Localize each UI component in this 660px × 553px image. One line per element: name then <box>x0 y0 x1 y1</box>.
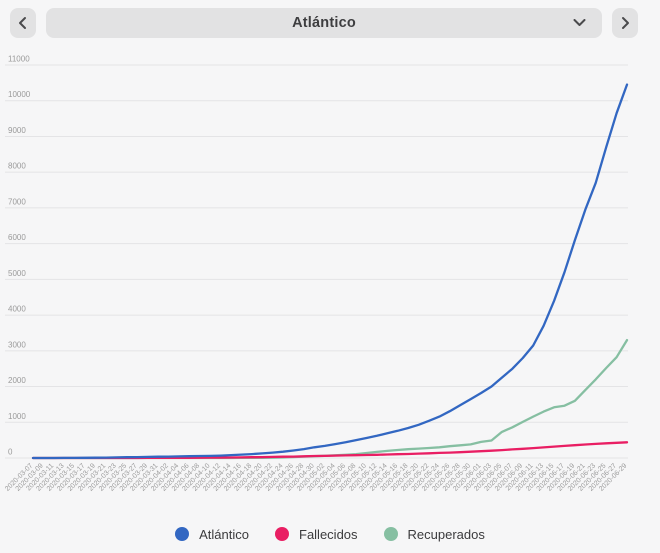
covid-line-chart: 0 1000 2000 3000 4000 5000 6000 7000 8000 9000 100… <box>4 55 629 493</box>
chevron-left-icon <box>19 17 26 29</box>
y-tick-label: 9000 <box>8 126 26 135</box>
y-tick-label: 10000 <box>8 90 31 99</box>
legend-label: Recuperados <box>407 526 485 542</box>
series-line-atlántico <box>31 83 629 460</box>
legend-dot <box>175 527 190 541</box>
y-tick-label: 7000 <box>8 197 26 206</box>
legend-item-recuperados[interactable]: Recuperados <box>383 526 485 542</box>
chevron-right-icon <box>622 17 629 29</box>
y-tick-label: 5000 <box>8 269 26 278</box>
legend-label: Atlántico <box>199 526 249 542</box>
chevron-down-icon <box>573 19 586 26</box>
legend-label: Fallecidos <box>299 526 358 542</box>
legend-dot <box>383 527 398 541</box>
next-region-button[interactable] <box>612 8 638 38</box>
y-tick-label: 4000 <box>8 305 26 314</box>
chart-legend: Atlántico Fallecidos Recuperados <box>0 521 660 547</box>
y-tick-label: 1000 <box>8 412 26 421</box>
legend-item-fallecidos[interactable]: Fallecidos <box>275 527 358 542</box>
y-tick-label: 2000 <box>8 376 26 385</box>
region-dropdown[interactable]: Atlántico <box>46 8 602 38</box>
previous-region-button[interactable] <box>10 8 36 38</box>
y-tick-label: 11000 <box>8 55 30 64</box>
legend-dot <box>275 527 289 541</box>
y-tick-label: 3000 <box>8 340 26 349</box>
header: Atlántico <box>0 8 660 38</box>
series-line-recuperados <box>31 338 629 460</box>
y-tick-label: 8000 <box>8 162 26 171</box>
y-tick-label: 0 <box>8 448 13 457</box>
region-dropdown-value: Atlántico <box>292 15 356 31</box>
y-tick-label: 6000 <box>8 233 26 242</box>
legend-item-atlántico[interactable]: Atlántico <box>175 527 249 542</box>
